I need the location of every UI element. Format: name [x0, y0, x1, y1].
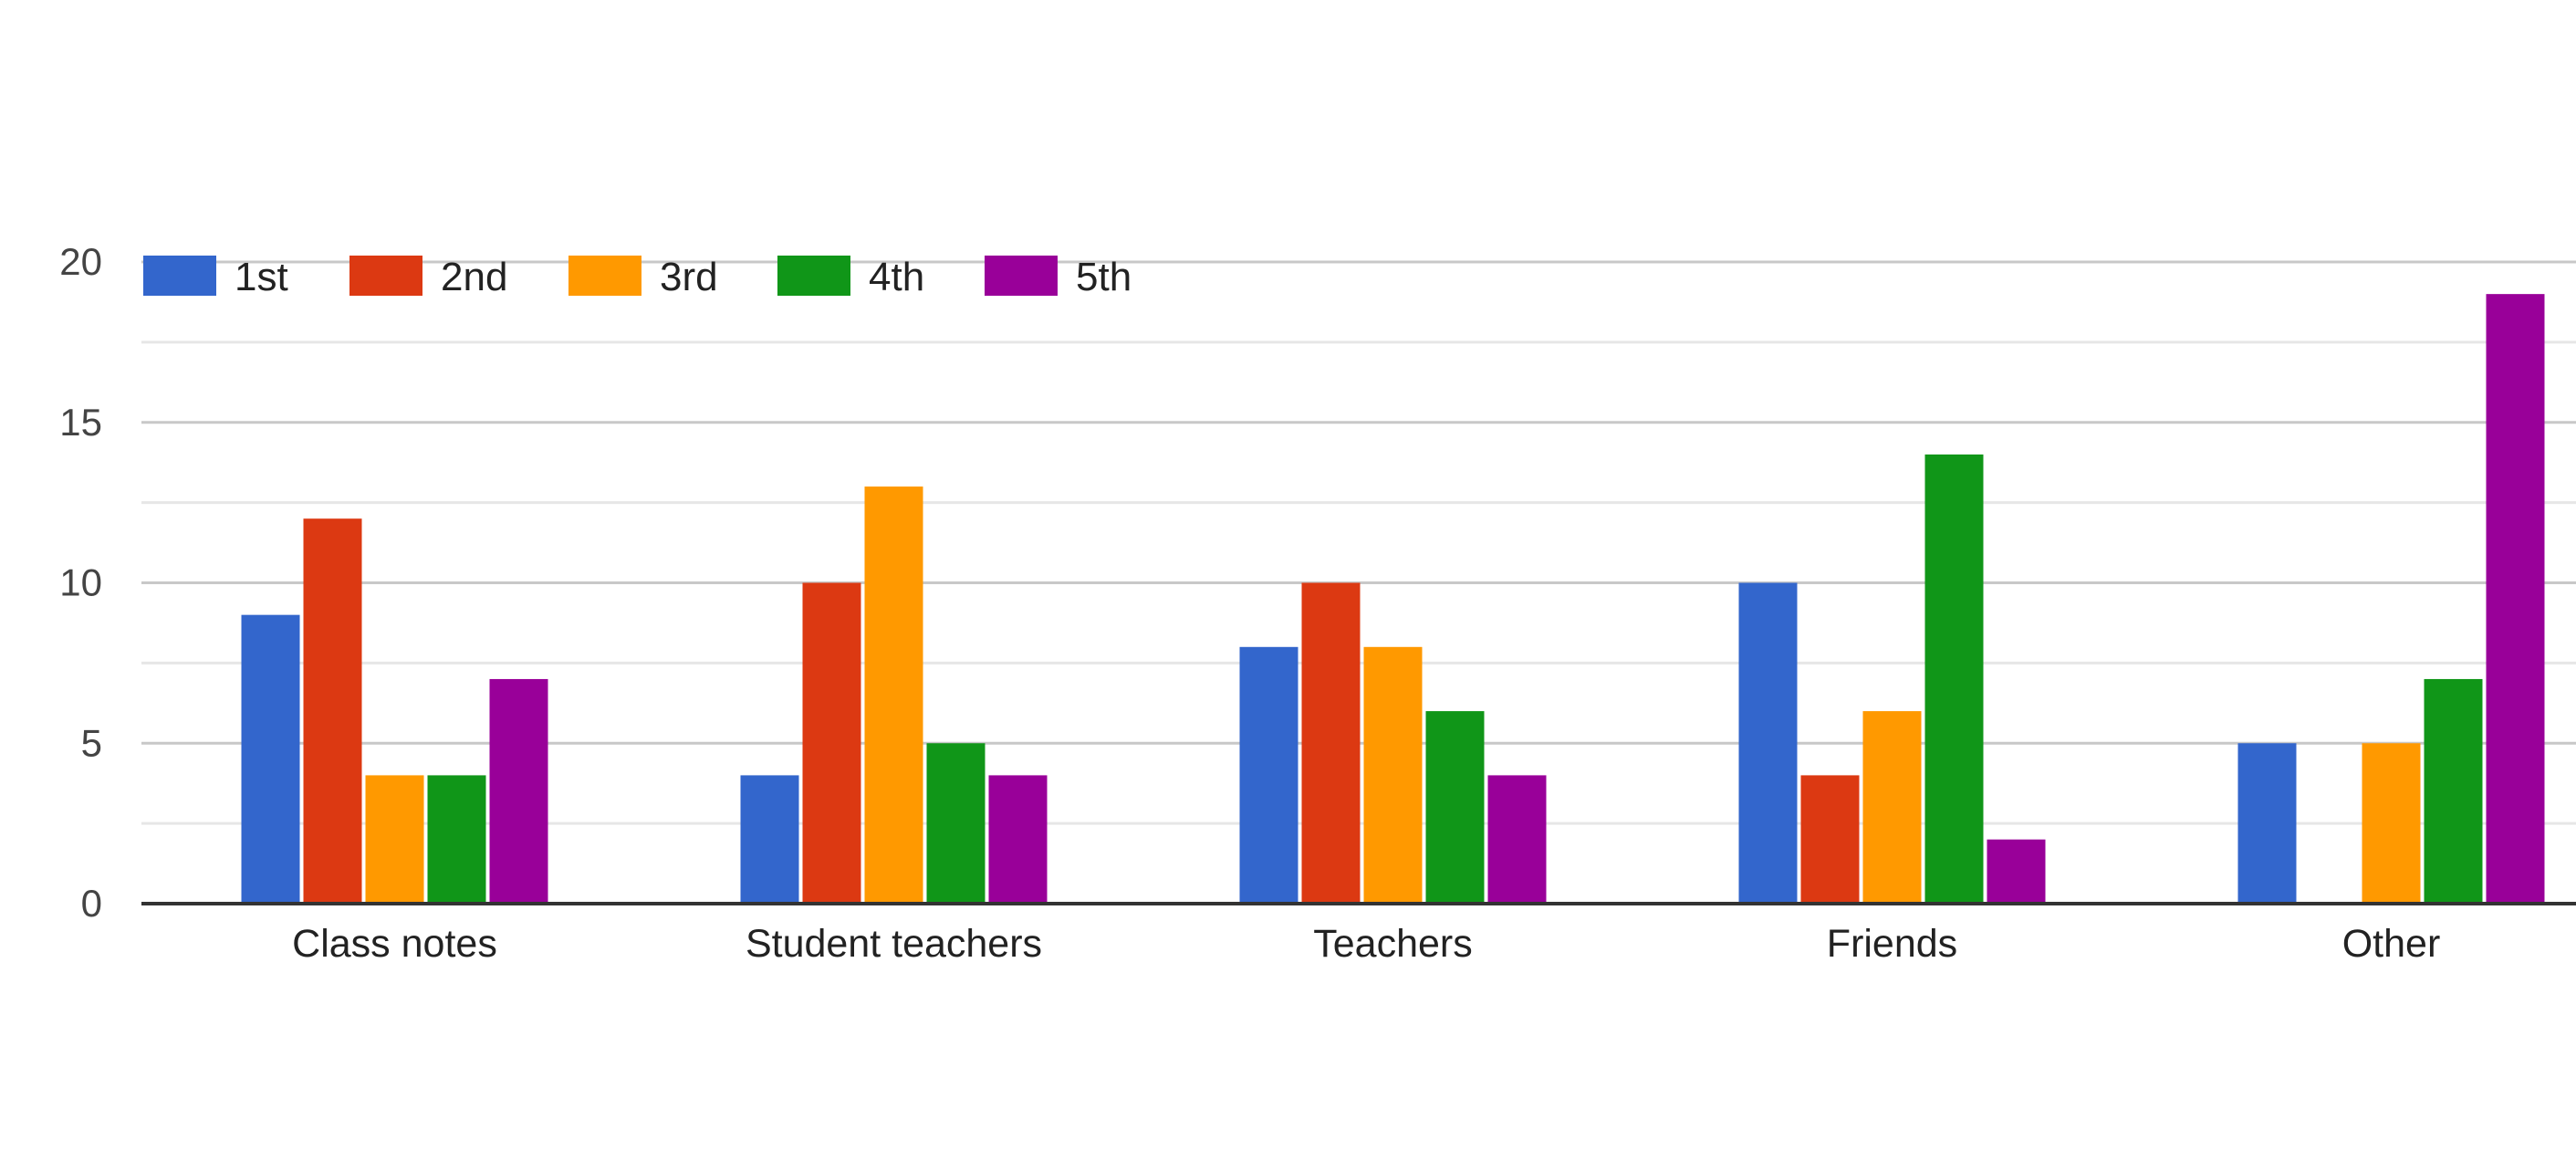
bar-5th-student-teachers [988, 775, 1048, 904]
bar-1st-friends [1738, 582, 1798, 904]
bar-3rd-friends [1862, 711, 1922, 904]
bar-5th-class-notes [489, 678, 548, 904]
bar-2nd-class-notes [303, 518, 362, 904]
bar-4th-class-notes [427, 775, 486, 904]
bar-4th-other [2424, 678, 2483, 904]
legend-item: 2nd [349, 255, 507, 299]
bar-1st-teachers [1239, 646, 1298, 904]
legend-label: 4th [869, 255, 924, 299]
bar-5th-teachers [1487, 775, 1547, 904]
y-tick-label: 20 [59, 240, 102, 283]
bar-1st-student-teachers [740, 775, 799, 904]
legend-label: 5th [1076, 255, 1132, 299]
legend-swatch [985, 256, 1058, 296]
legend-item: 3rd [568, 255, 718, 299]
legend-swatch [568, 256, 641, 296]
bars [241, 294, 2545, 904]
bar-3rd-teachers [1363, 646, 1423, 904]
bar-4th-teachers [1425, 711, 1485, 904]
legend-label: 3rd [660, 255, 718, 299]
bar-3rd-class-notes [365, 775, 424, 904]
legend-label: 1st [235, 255, 288, 299]
legend-item: 5th [985, 255, 1132, 299]
legend-item: 1st [143, 255, 288, 299]
legend-swatch [143, 256, 216, 296]
bar-2nd-student-teachers [802, 582, 861, 904]
legend-label: 2nd [441, 255, 507, 299]
x-category-label: Teachers [1313, 922, 1472, 966]
legend-swatch [777, 256, 850, 296]
bar-2nd-teachers [1301, 582, 1361, 904]
legend-item: 4th [777, 255, 924, 299]
bar-4th-student-teachers [926, 743, 986, 904]
bar-5th-other [2486, 294, 2545, 904]
bar-3rd-other [2362, 743, 2421, 904]
bar-2nd-friends [1800, 775, 1860, 904]
bar-4th-friends [1924, 454, 1984, 904]
y-tick-label: 10 [59, 561, 102, 604]
x-category-label: Friends [1827, 922, 1957, 966]
bar-5th-friends [1987, 839, 2046, 904]
axes: 0 5 10 15 20 Class notes Student teachers Teach… [59, 240, 2576, 966]
x-category-label: Class notes [292, 922, 497, 966]
bar-1st-other [2237, 743, 2297, 904]
y-tick-label: 15 [59, 401, 102, 444]
x-category-label: Other [2342, 922, 2441, 966]
legend-swatch [349, 256, 422, 296]
y-tick-label: 5 [81, 721, 102, 764]
bar-3rd-student-teachers [864, 487, 923, 904]
y-tick-label: 0 [81, 882, 102, 925]
x-category-label: Student teachers [746, 922, 1042, 966]
bar-1st-class-notes [241, 614, 300, 904]
legend: 1st 2nd 3rd 4th 5th [143, 255, 1132, 299]
